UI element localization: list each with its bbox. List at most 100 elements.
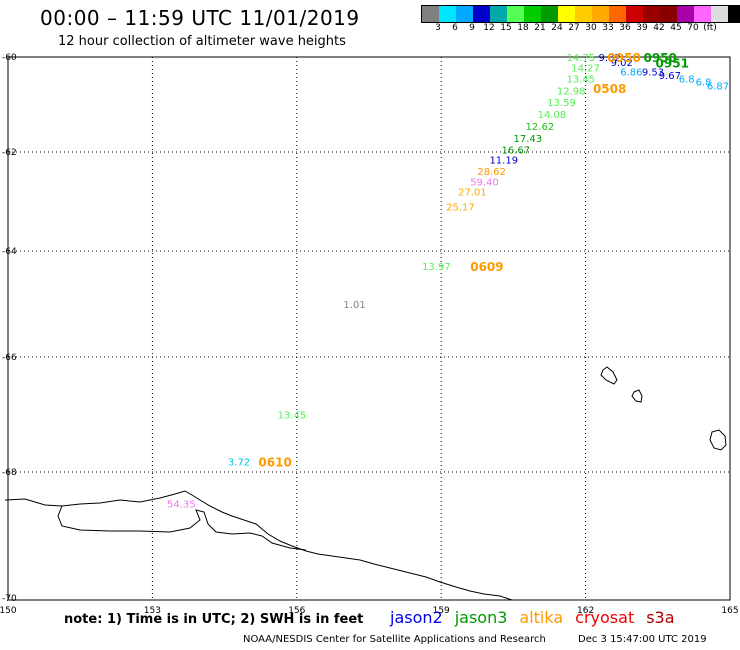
credit-line: NOAA/NESDIS Center for Satellite Applica… (243, 634, 546, 645)
legend-swatch (473, 6, 490, 22)
pass-time-label: 0951 (656, 57, 689, 71)
satellite-jason2: jason2 (390, 608, 443, 627)
wave-height-value: 12.62 (526, 122, 555, 133)
legend-label: 24 (551, 23, 563, 33)
legend-label: 36 (619, 23, 631, 33)
legend-swatch (456, 6, 473, 22)
lat-tick-label: -68 (2, 468, 17, 478)
wave-height-value: 14.27 (571, 63, 600, 74)
legend-swatch (524, 6, 541, 22)
wave-height-value: 9.53 (642, 67, 664, 78)
legend-label: 12 (483, 23, 495, 33)
color-legend (421, 5, 740, 23)
lon-tick-label: 150 (0, 606, 17, 616)
island-b (631, 389, 643, 403)
legend-label: 30 (585, 23, 597, 33)
legend-label: 9 (469, 23, 475, 33)
island-a (600, 366, 618, 385)
wave-height-value: 28.62 (477, 167, 506, 178)
lat-tick-label: -62 (2, 148, 17, 158)
legend-swatch (660, 6, 677, 22)
legend-swatch (422, 6, 439, 22)
wave-height-value: 11.19 (489, 155, 518, 166)
lat-tick-label: -60 (2, 53, 17, 63)
legend-swatch (490, 6, 507, 22)
lat-tick-label: -66 (2, 353, 17, 363)
legend-swatch (575, 6, 592, 22)
wave-height-value: 27.01 (458, 188, 487, 199)
credit-time: Dec 3 15:47:00 UTC 2019 (578, 634, 707, 645)
wave-height-value: 54.35 (167, 500, 196, 511)
lon-tick-label: 159 (433, 606, 450, 616)
map-border (7, 56, 731, 601)
legend-swatch (626, 6, 643, 22)
wave-height-value: 13.97 (422, 262, 451, 273)
altimeter-tracks: 14.7514.2713.4512.9813.5914.0812.6217.43… (167, 51, 729, 511)
legend-label: 45 (670, 23, 682, 33)
island-c (709, 429, 727, 451)
satellite-altika: altika (519, 608, 564, 627)
wave-height-value: 9.02 (599, 53, 621, 64)
lon-tick-label: 165 (721, 606, 738, 616)
wave-height-value: 1.01 (343, 300, 365, 311)
pass-time-label: 0610 (258, 456, 291, 470)
wave-height-value: 13.59 (547, 98, 576, 109)
lon-tick-label: 162 (577, 606, 594, 616)
footnote: note: 1) Time is in UTC; 2) SWH is in fe… (64, 612, 364, 627)
legend-label: (ft) (703, 23, 717, 33)
wave-height-value: 6.87 (707, 82, 729, 93)
legend-label: 70 (687, 23, 699, 33)
satellite-jason3: jason3 (454, 608, 508, 627)
wave-height-value: 9.02 (611, 58, 633, 69)
legend-swatch (711, 6, 728, 22)
map-graticule: 150 153 156 159 162 165 -60 -62 -64 -66 -68 -70 (0, 53, 739, 616)
legend-swatch (439, 6, 456, 22)
wave-height-value: 17.43 (514, 134, 543, 145)
page-subtitle: 12 hour collection of altimeter wave hei… (58, 34, 346, 49)
legend-swatch (694, 6, 711, 22)
legend-label: 39 (636, 23, 648, 33)
pass-time-label: 0508 (593, 82, 626, 96)
wave-height-value: 13.45 (278, 411, 307, 422)
wave-height-value: 14.75 (566, 53, 595, 64)
lon-tick-label: 156 (288, 606, 305, 616)
wave-height-value: 6.8 (696, 78, 712, 89)
satellite-s3a: s3a (646, 608, 675, 627)
wave-height-value: 6.8 (679, 74, 695, 85)
legend-swatch (609, 6, 626, 22)
pass-time-label: 0950 (607, 51, 640, 65)
satellite-cryosat: cryosat (575, 608, 635, 627)
lon-tick-label: 153 (144, 606, 161, 616)
wave-height-value: 13.45 (566, 74, 595, 85)
legend-swatch (507, 6, 524, 22)
legend-label: 27 (568, 23, 580, 33)
lat-tick-label: -70 (2, 594, 17, 604)
pass-time-label: 0609 (470, 260, 503, 274)
coastline (4, 366, 727, 601)
wave-height-value: 59.40 (470, 178, 499, 189)
legend-swatch (541, 6, 558, 22)
wave-height-value: 14.08 (538, 110, 567, 121)
page-title: 00:00 – 11:59 UTC 11/01/2019 (40, 6, 360, 30)
wave-height-value: 12.98 (557, 86, 586, 97)
legend-label: 15 (500, 23, 512, 33)
lat-tick-label: -64 (2, 247, 17, 257)
legend-label: 42 (653, 23, 665, 33)
legend-label: 18 (517, 23, 529, 33)
legend-label: 21 (534, 23, 546, 33)
legend-swatch (643, 6, 660, 22)
antarctic-coastline (4, 490, 513, 601)
wave-height-value: 6.86 (620, 67, 642, 78)
legend-label: 6 (452, 23, 458, 33)
satellite-legend: jason2 jason3 altika cryosat s3a (390, 608, 687, 627)
wave-height-value: 16.67 (501, 146, 530, 157)
legend-swatch (592, 6, 609, 22)
legend-swatch (728, 6, 740, 22)
legend-label: 33 (602, 23, 614, 33)
legend-label: 3 (435, 23, 441, 33)
pass-time-label: 0950 (644, 51, 677, 65)
legend-swatch (558, 6, 575, 22)
wave-height-value: 3.72 (228, 458, 250, 469)
wave-height-value: 25.17 (446, 202, 475, 213)
